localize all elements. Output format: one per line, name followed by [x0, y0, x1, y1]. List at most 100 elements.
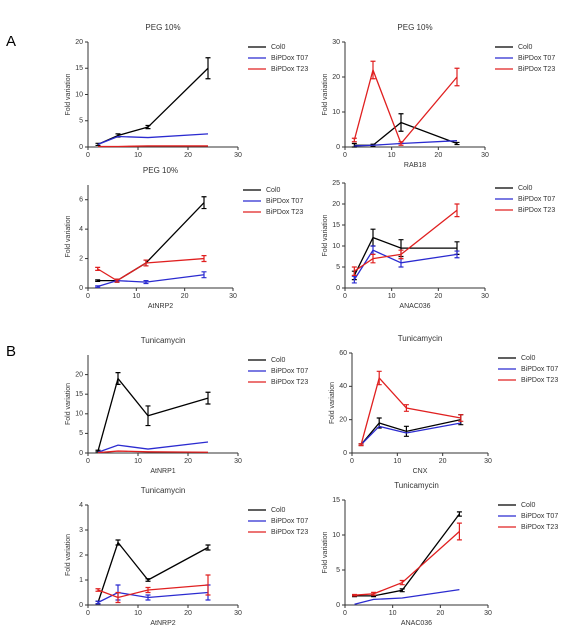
series-line	[353, 249, 458, 280]
error-bar	[95, 600, 101, 605]
x-tick-label: 20	[184, 458, 192, 465]
y-tick-label: 40	[339, 383, 347, 390]
error-bar	[399, 579, 405, 586]
legend-label: BiPDox T07	[266, 198, 303, 205]
y-tick-label: 30	[332, 39, 340, 46]
legend-label: Col0	[521, 502, 536, 509]
x-axis-label: AtNRP2	[150, 620, 175, 627]
error-bar	[351, 266, 357, 276]
y-axis-label: Fold variation	[322, 531, 329, 573]
x-tick-label: 0	[343, 293, 347, 300]
y-tick-label: 5	[336, 264, 340, 271]
y-tick-label: 25	[332, 180, 340, 187]
error-bar	[115, 539, 121, 546]
x-tick-label: 10	[393, 458, 401, 465]
error-bar	[403, 425, 409, 437]
x-tick-label: 20	[181, 293, 189, 300]
error-bar	[143, 259, 149, 267]
legend-label: BiPDox T07	[521, 513, 558, 520]
error-bar	[114, 278, 120, 283]
error-bar	[370, 253, 376, 264]
error-bar	[376, 370, 382, 386]
chart-title: PEG 10%	[145, 23, 180, 32]
error-bar	[371, 591, 377, 596]
error-bar	[398, 113, 404, 132]
panel-label: A	[6, 33, 16, 50]
y-tick-label: 15	[75, 391, 83, 398]
error-bar	[403, 404, 409, 412]
series-line	[97, 202, 205, 282]
y-tick-label: 5	[79, 118, 83, 125]
legend-label: Col0	[518, 185, 533, 192]
x-tick-label: 30	[234, 152, 242, 159]
error-bar	[351, 137, 357, 143]
legend-label: Col0	[271, 357, 286, 364]
legend-label: Col0	[271, 44, 286, 51]
legend-label: BiPDox T23	[266, 209, 303, 216]
legend-label: BiPDox T07	[271, 518, 308, 525]
series-line	[97, 541, 209, 603]
error-bar	[351, 142, 357, 148]
y-tick-label: 0	[79, 450, 83, 457]
error-bar	[454, 250, 460, 259]
error-bar	[205, 574, 211, 596]
legend-label: BiPDox T23	[518, 207, 555, 214]
x-tick-label: 30	[229, 293, 237, 300]
error-bar	[201, 196, 207, 210]
x-tick-label: 10	[134, 458, 142, 465]
y-tick-label: 15	[332, 222, 340, 229]
error-bar	[454, 141, 460, 146]
y-tick-label: 20	[332, 201, 340, 208]
x-axis-label: AtNRP1	[150, 468, 175, 475]
legend-label: BiPDox T23	[271, 529, 308, 536]
series-line	[97, 441, 209, 453]
legend-label: Col0	[518, 44, 533, 51]
error-bar	[143, 280, 149, 285]
x-axis-label: RAB18	[404, 162, 426, 169]
x-tick-label: 30	[481, 152, 489, 159]
error-bar	[95, 266, 101, 271]
error-bar	[205, 544, 211, 551]
chart-title: PEG 10%	[143, 166, 178, 175]
series-line	[354, 531, 460, 596]
error-bar	[95, 588, 101, 592]
series-line	[354, 588, 460, 605]
error-bar	[201, 271, 207, 279]
error-bar	[358, 443, 364, 447]
y-axis-label: Fold variation	[322, 73, 329, 115]
y-tick-label: 20	[75, 371, 83, 378]
legend-label: BiPDox T07	[521, 366, 558, 373]
legend-label: Col0	[266, 187, 281, 194]
series-line	[354, 513, 460, 597]
error-bar	[145, 578, 151, 582]
series-line	[354, 140, 458, 147]
x-tick-label: 10	[388, 152, 396, 159]
series-line	[353, 209, 458, 272]
y-tick-label: 0	[79, 144, 83, 151]
chart-title: Tunicamycin	[141, 486, 186, 495]
y-tick-label: 2	[79, 255, 83, 262]
error-bar	[398, 249, 404, 260]
series-line	[97, 67, 209, 145]
x-tick-label: 20	[184, 152, 192, 159]
x-tick-label: 30	[484, 458, 492, 465]
chart-title: Tunicamycin	[394, 481, 439, 490]
y-tick-label: 0	[336, 602, 340, 609]
x-tick-label: 30	[234, 458, 242, 465]
series-line	[97, 591, 209, 604]
series-line	[360, 376, 461, 445]
y-tick-label: 1	[79, 577, 83, 584]
y-tick-label: 20	[332, 74, 340, 81]
series-line	[360, 422, 461, 446]
error-bar	[115, 591, 121, 604]
series-line	[97, 377, 209, 452]
chart-title: Tunicamycin	[398, 334, 443, 343]
error-bar	[115, 372, 121, 385]
series-line	[97, 133, 209, 145]
y-tick-label: 4	[79, 226, 83, 233]
y-tick-label: 2	[79, 552, 83, 559]
x-tick-label: 30	[484, 610, 492, 617]
y-tick-label: 20	[75, 39, 83, 46]
x-tick-label: 0	[86, 610, 90, 617]
series-line	[353, 67, 458, 145]
